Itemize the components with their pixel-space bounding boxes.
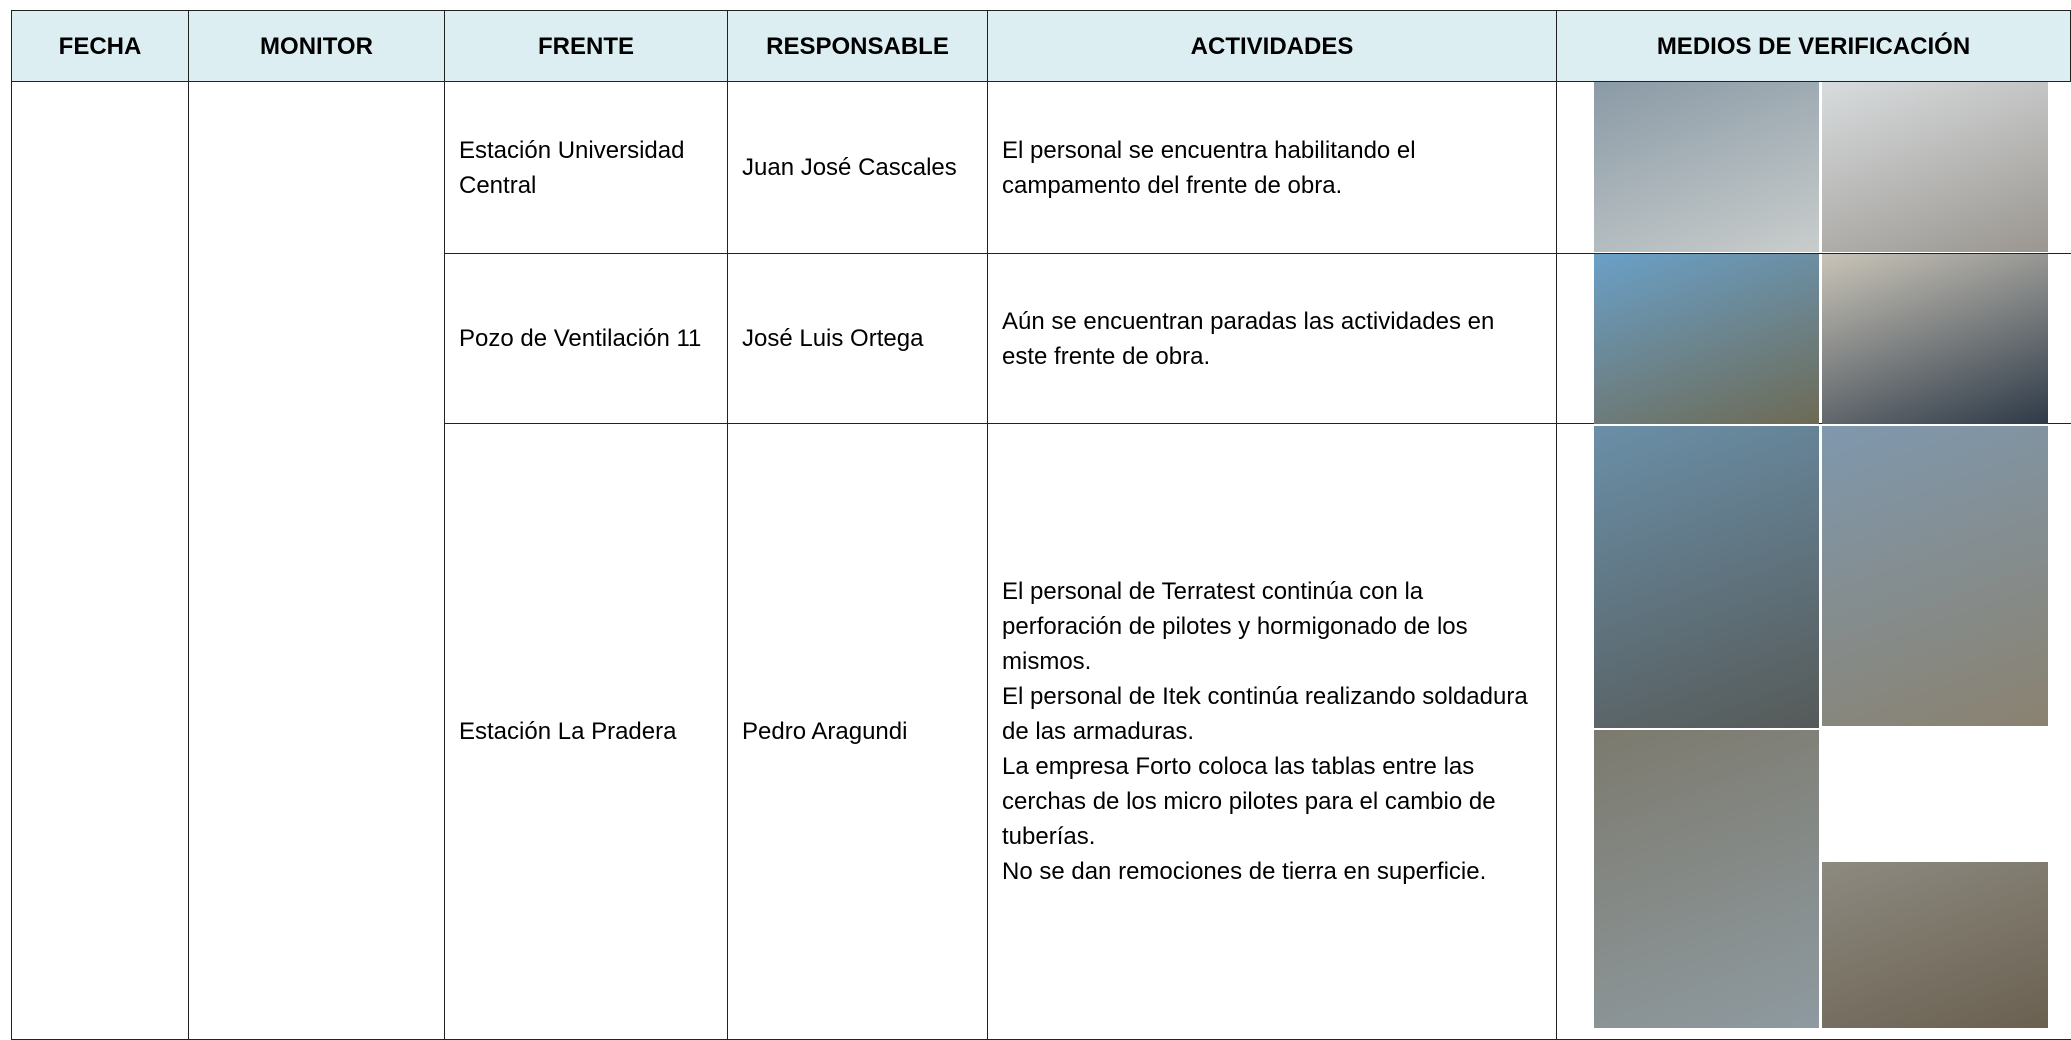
text: Aún se encuentran paradas las actividade… [1002, 307, 1495, 370]
text: ACTIVIDADES [1190, 32, 1354, 60]
paragraphs: El personal de Terratest continúa con la… [1002, 574, 1542, 889]
responsable-cell: Pedro Aragundi [728, 424, 988, 1040]
paragraphs: Aún se encuentran paradas las actividade… [1002, 304, 1542, 374]
header-cell: MONITOR [189, 10, 445, 82]
fecha-cell [11, 82, 189, 1040]
photo [1822, 82, 2048, 252]
frente-cell: Pozo de Ventilación 11 [445, 254, 728, 424]
header-cell: RESPONSABLE [728, 10, 988, 82]
photo [1594, 254, 1819, 424]
photo [1822, 862, 2048, 1028]
photo [1594, 730, 1819, 1028]
text: José Luis Ortega [742, 325, 924, 352]
text: MONITOR [260, 32, 373, 60]
text: No se dan remociones de tierra en superf… [1002, 858, 1487, 885]
text: El personal se encuentra habilitando el … [1002, 136, 1416, 199]
actividades-cell: Aún se encuentran paradas las actividade… [988, 254, 1557, 424]
text: FRENTE [538, 32, 634, 60]
text: MEDIOS DE VERIFICACIÓN [1656, 32, 1971, 60]
text: El personal de Itek continúa realizando … [1002, 683, 1528, 745]
text: La empresa Forto coloca las tablas entre… [1002, 753, 1496, 850]
header-cell: MEDIOS DE VERIFICACIÓN [1557, 10, 2071, 82]
text: El personal de Terratest continúa con la… [1002, 578, 1468, 675]
actividades-cell: El personal de Terratest continúa con la… [988, 424, 1557, 1040]
paragraphs: El personal se encuentra habilitando el … [1002, 133, 1542, 203]
text: FECHA [58, 32, 142, 60]
header-cell: FRENTE [445, 10, 728, 82]
row-line [1557, 82, 2071, 254]
text: Pedro Aragundi [742, 718, 908, 745]
photo [1594, 82, 1819, 252]
header-cell: ACTIVIDADES [988, 10, 1557, 82]
frente-cell: Estación Universidad Central [445, 82, 728, 254]
responsable-cell: Juan José Cascales [728, 82, 988, 254]
responsable-cell: José Luis Ortega [728, 254, 988, 424]
text: Juan José Cascales [742, 154, 957, 181]
frente-cell: Estación La Pradera [445, 424, 728, 1040]
text: RESPONSABLE [766, 32, 949, 60]
photo [1822, 426, 2048, 726]
monitor-cell [189, 82, 445, 1040]
header-cell: FECHA [11, 10, 189, 82]
photo [1822, 254, 2048, 424]
text: Estación Universidad Central [459, 136, 685, 199]
text: Pozo de Ventilación 11 [459, 325, 702, 352]
actividades-cell: El personal se encuentra habilitando el … [988, 82, 1557, 254]
text: Estación La Pradera [459, 718, 677, 745]
photo [1594, 426, 1819, 728]
